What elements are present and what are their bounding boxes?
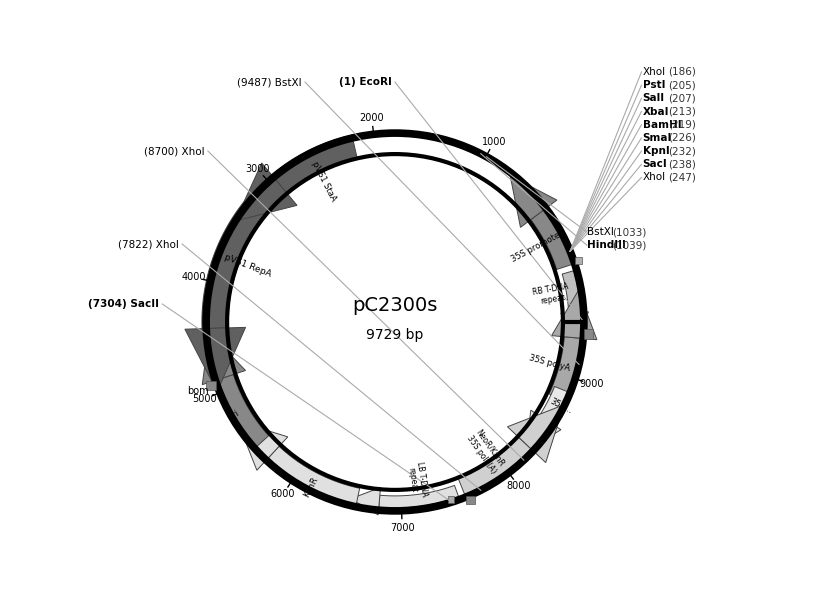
Text: PstI: PstI — [643, 80, 665, 90]
Text: pVS1 StaA: pVS1 StaA — [309, 160, 338, 203]
Text: SmaI: SmaI — [643, 133, 672, 143]
Bar — [206, 381, 215, 390]
Text: ori: ori — [227, 409, 241, 421]
Text: SacI: SacI — [643, 159, 667, 169]
Polygon shape — [272, 135, 357, 193]
Text: 7000: 7000 — [390, 522, 415, 533]
Circle shape — [206, 133, 584, 511]
Polygon shape — [379, 485, 458, 508]
Text: 4000: 4000 — [182, 272, 206, 283]
Text: RB T-DNA
repeat: RB T-DNA repeat — [532, 282, 572, 307]
Text: (226): (226) — [668, 133, 696, 143]
Polygon shape — [525, 410, 561, 451]
Text: 9729 bp: 9729 bp — [366, 328, 424, 342]
Text: (207): (207) — [668, 93, 696, 103]
Polygon shape — [266, 446, 360, 508]
Text: 5000: 5000 — [192, 394, 216, 404]
Text: (1039): (1039) — [612, 240, 646, 250]
Text: BamHI: BamHI — [643, 120, 681, 130]
Polygon shape — [202, 185, 277, 329]
Polygon shape — [235, 163, 297, 221]
Polygon shape — [185, 327, 246, 392]
Polygon shape — [562, 271, 581, 313]
Text: pVS1 RepA: pVS1 RepA — [223, 252, 272, 278]
Polygon shape — [202, 333, 246, 385]
Text: 35S promoter: 35S promoter — [510, 229, 565, 264]
Text: HindIII: HindIII — [587, 240, 626, 250]
Text: KanR: KanR — [302, 476, 319, 499]
Text: pC2300s: pC2300s — [352, 295, 437, 315]
Text: 9000: 9000 — [579, 379, 603, 389]
Text: (9487) BstXI: (9487) BstXI — [237, 77, 302, 87]
Text: (205): (205) — [668, 80, 696, 90]
Polygon shape — [530, 208, 576, 269]
Text: SalI: SalI — [643, 93, 665, 103]
Polygon shape — [350, 488, 380, 515]
Text: (7822) XhoI: (7822) XhoI — [118, 239, 179, 249]
Text: BstXI: BstXI — [587, 227, 613, 237]
Text: XhoI: XhoI — [643, 67, 666, 77]
Text: (1) EcoRI: (1) EcoRI — [339, 77, 392, 87]
Bar — [447, 496, 454, 503]
Polygon shape — [549, 337, 584, 402]
Text: (7304) SacII: (7304) SacII — [88, 299, 159, 309]
Text: bom: bom — [187, 386, 209, 396]
Text: 8000: 8000 — [506, 482, 531, 491]
Text: (232): (232) — [668, 146, 696, 156]
Text: LB T-DNA
repeat: LB T-DNA repeat — [405, 460, 429, 498]
Text: (238): (238) — [668, 159, 696, 169]
Text: 1000: 1000 — [482, 137, 506, 147]
Bar — [467, 496, 475, 505]
Text: 35S polyA: 35S polyA — [528, 354, 572, 373]
Polygon shape — [215, 375, 269, 449]
Polygon shape — [510, 176, 557, 227]
Text: (247): (247) — [668, 173, 696, 182]
Polygon shape — [561, 312, 588, 341]
Polygon shape — [508, 405, 564, 463]
Polygon shape — [458, 437, 535, 499]
Text: (186): (186) — [668, 67, 696, 77]
Text: (219): (219) — [668, 120, 696, 130]
Text: 35S...: 35S... — [548, 397, 573, 416]
Bar — [583, 329, 593, 339]
Text: (8700) XhoI: (8700) XhoI — [144, 146, 205, 156]
Text: 3000: 3000 — [246, 164, 270, 174]
Text: KpnI: KpnI — [643, 146, 670, 156]
Text: 2000: 2000 — [360, 112, 384, 123]
Text: NeoR/KanR
35S poly(A): NeoR/KanR 35S poly(A) — [465, 427, 506, 475]
Bar — [576, 257, 582, 264]
Text: (213): (213) — [668, 106, 696, 117]
Polygon shape — [237, 421, 287, 470]
Text: XbaI: XbaI — [643, 106, 670, 117]
Text: (1033): (1033) — [612, 227, 646, 237]
Polygon shape — [551, 291, 597, 340]
Text: 6000: 6000 — [271, 489, 295, 500]
Polygon shape — [540, 387, 569, 424]
Text: XhoI: XhoI — [643, 173, 666, 182]
